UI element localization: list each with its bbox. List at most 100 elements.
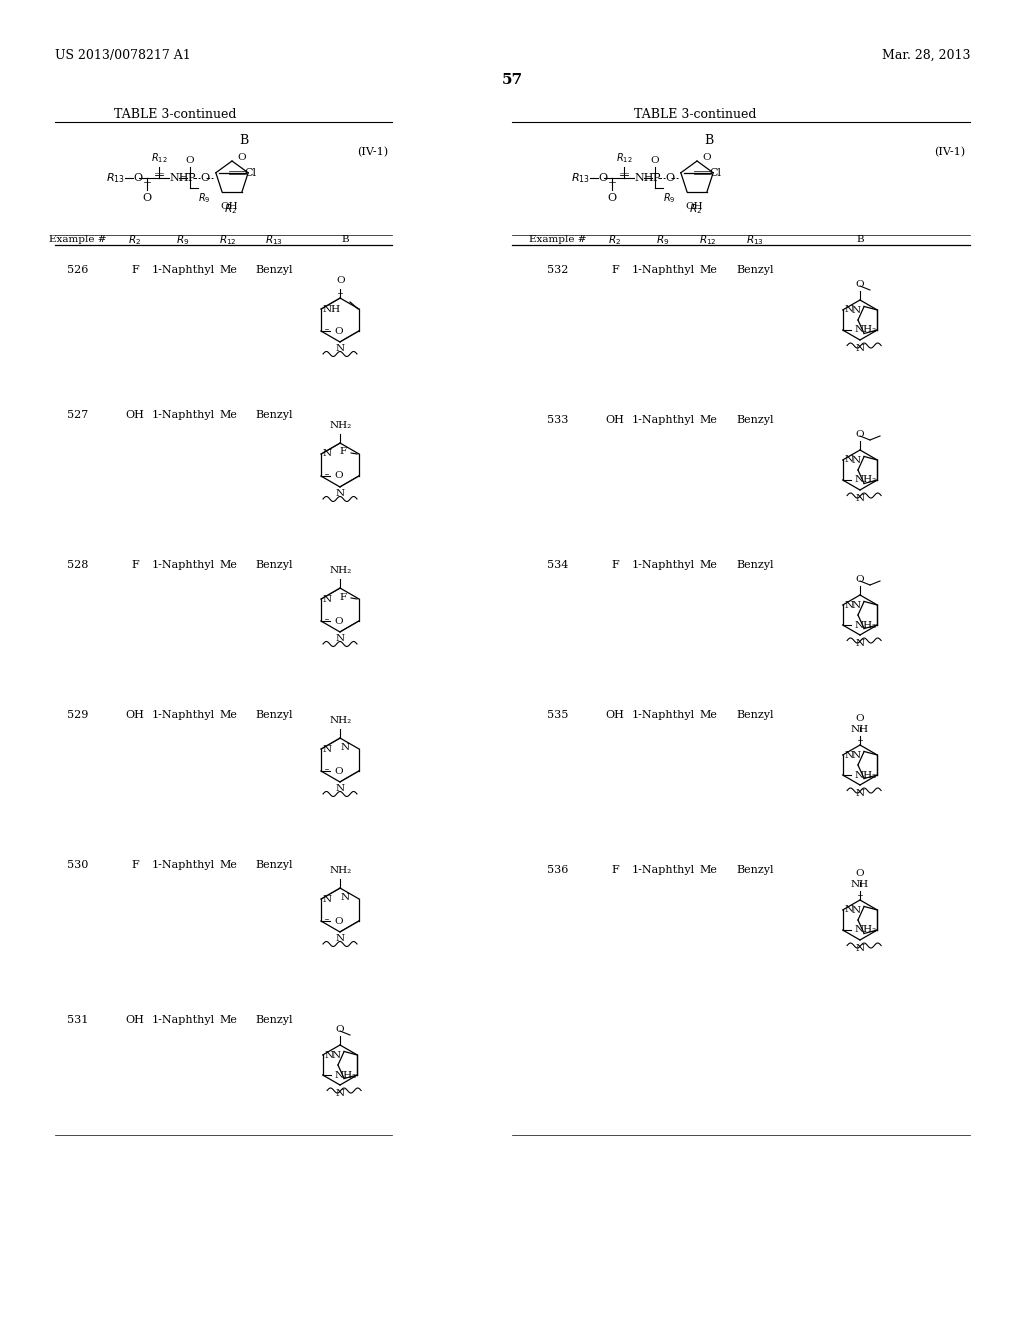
Text: $R_{12}$: $R_{12}$ — [699, 234, 717, 247]
Text: US 2013/0078217 A1: US 2013/0078217 A1 — [55, 49, 190, 62]
Text: F: F — [611, 265, 618, 275]
Text: N: N — [323, 450, 332, 458]
Text: 526: 526 — [68, 265, 89, 275]
Text: N: N — [855, 639, 864, 648]
Text: O: O — [237, 153, 246, 161]
Text: NH₂: NH₂ — [855, 620, 877, 630]
Text: $R_{13}$: $R_{13}$ — [571, 172, 590, 185]
Text: N: N — [855, 789, 864, 799]
Text: NH₂: NH₂ — [855, 326, 877, 334]
Text: N: N — [336, 935, 344, 942]
Text: $R_{13}$: $R_{13}$ — [265, 234, 283, 247]
Text: O: O — [334, 767, 343, 776]
Text: Benzyl: Benzyl — [255, 265, 293, 275]
Text: N: N — [855, 345, 864, 352]
Text: 1-Naphthyl: 1-Naphthyl — [152, 710, 215, 719]
Text: Benzyl: Benzyl — [736, 414, 774, 425]
Text: $R_{13}$: $R_{13}$ — [106, 172, 125, 185]
Text: Cl: Cl — [710, 168, 722, 178]
Text: $R_2$: $R_2$ — [224, 202, 238, 215]
Text: F: F — [131, 560, 139, 570]
Text: (IV-1): (IV-1) — [934, 147, 965, 157]
Text: N: N — [845, 751, 854, 759]
Text: F: F — [340, 447, 347, 457]
Text: 1-Naphthyl: 1-Naphthyl — [152, 265, 215, 275]
Text: N: N — [845, 906, 854, 915]
Text: N: N — [323, 895, 332, 903]
Text: O: O — [133, 173, 142, 183]
Text: O: O — [337, 276, 345, 285]
Text: 533: 533 — [547, 414, 568, 425]
Text: P: P — [652, 173, 659, 183]
Text: N: N — [851, 455, 860, 465]
Text: Benzyl: Benzyl — [255, 560, 293, 570]
Text: O: O — [200, 173, 209, 183]
Text: O: O — [607, 193, 616, 203]
Text: 528: 528 — [68, 560, 89, 570]
Text: 532: 532 — [547, 265, 568, 275]
Text: N: N — [341, 742, 350, 751]
Text: $R_2$: $R_2$ — [689, 202, 702, 215]
Text: 1-Naphthyl: 1-Naphthyl — [152, 1015, 215, 1026]
Text: Me: Me — [219, 265, 237, 275]
Text: NH₂: NH₂ — [855, 771, 877, 780]
Text: N: N — [845, 455, 854, 465]
Text: Me: Me — [699, 265, 717, 275]
Text: 535: 535 — [547, 710, 568, 719]
Text: TABLE 3-continued: TABLE 3-continued — [114, 108, 237, 121]
Text: OH: OH — [126, 411, 144, 420]
Text: O: O — [334, 471, 343, 480]
Text: 57: 57 — [502, 73, 522, 87]
Text: F: F — [340, 593, 347, 602]
Text: O: O — [856, 714, 864, 723]
Text: N: N — [851, 751, 860, 760]
Text: O: O — [702, 153, 711, 161]
Text: Benzyl: Benzyl — [255, 710, 293, 719]
Text: NH₂: NH₂ — [330, 866, 352, 875]
Text: Me: Me — [219, 861, 237, 870]
Text: 1-Naphthyl: 1-Naphthyl — [152, 861, 215, 870]
Text: P: P — [187, 173, 195, 183]
Text: O: O — [334, 616, 343, 626]
Text: N: N — [855, 494, 864, 503]
Text: OH: OH — [605, 710, 625, 719]
Text: TABLE 3-continued: TABLE 3-continued — [634, 108, 757, 121]
Text: Benzyl: Benzyl — [736, 865, 774, 875]
Text: Example #: Example # — [49, 235, 106, 244]
Text: Me: Me — [219, 710, 237, 719]
Text: O: O — [334, 326, 343, 335]
Text: $R_{13}$: $R_{13}$ — [746, 234, 764, 247]
Text: O: O — [856, 869, 864, 878]
Text: NH: NH — [851, 880, 869, 888]
Text: F: F — [611, 560, 618, 570]
Text: F: F — [131, 265, 139, 275]
Text: Benzyl: Benzyl — [736, 265, 774, 275]
Text: N: N — [851, 306, 860, 315]
Text: O: O — [598, 173, 607, 183]
Text: Me: Me — [699, 710, 717, 719]
Text: NH: NH — [169, 173, 188, 183]
Text: O: O — [334, 916, 343, 925]
Text: OH: OH — [126, 710, 144, 719]
Text: N: N — [336, 784, 344, 793]
Text: NH₂: NH₂ — [330, 715, 352, 725]
Text: F: F — [131, 861, 139, 870]
Text: 1-Naphthyl: 1-Naphthyl — [632, 560, 694, 570]
Text: 1-Naphthyl: 1-Naphthyl — [152, 560, 215, 570]
Text: N: N — [332, 1051, 341, 1060]
Text: B: B — [705, 135, 714, 147]
Text: N: N — [336, 488, 344, 498]
Text: 1-Naphthyl: 1-Naphthyl — [632, 414, 694, 425]
Text: 534: 534 — [547, 560, 568, 570]
Text: N: N — [336, 634, 344, 643]
Text: OH: OH — [605, 414, 625, 425]
Text: NH₂: NH₂ — [330, 421, 352, 430]
Text: F: F — [611, 865, 618, 875]
Text: 531: 531 — [68, 1015, 89, 1026]
Text: B: B — [341, 235, 349, 244]
Text: Me: Me — [219, 411, 237, 420]
Text: 530: 530 — [68, 861, 89, 870]
Text: (IV-1): (IV-1) — [357, 147, 388, 157]
Text: N: N — [323, 594, 332, 603]
Text: 1-Naphthyl: 1-Naphthyl — [632, 265, 694, 275]
